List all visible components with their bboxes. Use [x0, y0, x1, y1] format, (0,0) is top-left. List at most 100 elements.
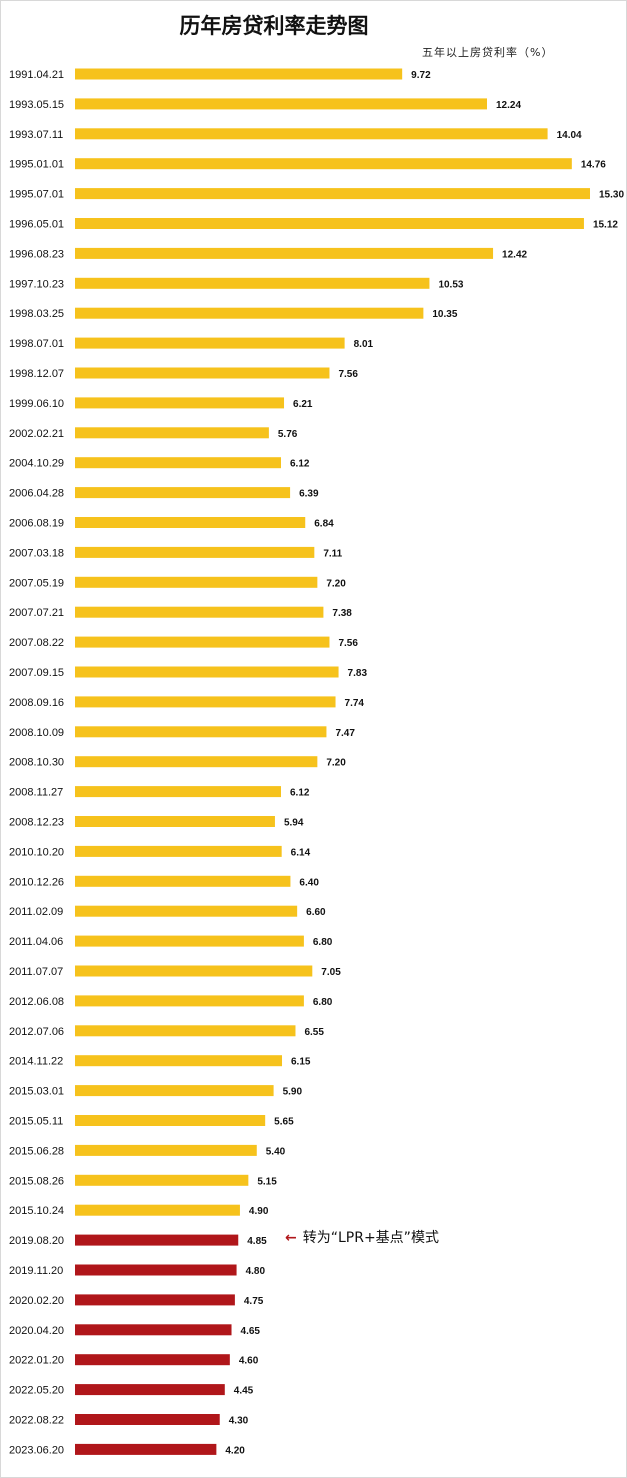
benchmark-rate-bar	[75, 756, 318, 768]
lpr-rate-bar	[75, 1234, 239, 1246]
value-label: 7.56	[338, 369, 358, 380]
benchmark-rate-bar	[75, 816, 275, 827]
value-label: 14.76	[581, 160, 606, 171]
category-label: 2008.10.09	[9, 727, 64, 739]
category-label: 2007.05.19	[9, 577, 64, 589]
category-label: 2011.07.07	[9, 966, 63, 978]
value-label: 14.04	[557, 130, 582, 141]
category-label: 2022.01.20	[9, 1355, 64, 1367]
category-label: 2019.11.20	[9, 1265, 63, 1277]
value-label: 5.90	[283, 1087, 303, 1098]
value-label: 7.20	[326, 758, 346, 769]
category-label: 2008.12.23	[9, 817, 64, 829]
category-label: 2004.10.29	[9, 458, 64, 470]
benchmark-rate-bar	[75, 905, 298, 917]
category-label: 2022.08.22	[9, 1415, 64, 1427]
value-label: 4.45	[234, 1386, 254, 1397]
category-label: 1991.04.21	[9, 69, 64, 81]
benchmark-rate-bar	[75, 1055, 283, 1067]
benchmark-rate-bar	[75, 875, 291, 887]
lpr-rate-bar	[75, 1384, 225, 1396]
value-label: 15.30	[599, 190, 624, 201]
category-label: 2007.03.18	[9, 547, 64, 559]
value-label: 4.80	[246, 1266, 266, 1277]
benchmark-rate-bar	[75, 188, 590, 200]
category-label: 1998.03.25	[9, 308, 64, 320]
category-label: 2007.09.15	[9, 667, 64, 679]
lpr-rate-bar	[75, 1354, 230, 1366]
category-label: 2006.04.28	[9, 488, 64, 500]
category-label: 2010.10.20	[9, 846, 64, 858]
category-label: 2010.12.26	[9, 876, 64, 888]
category-label: 2012.06.08	[9, 996, 64, 1008]
category-label: 2015.08.26	[9, 1175, 64, 1187]
category-label: 2007.07.21	[9, 607, 64, 619]
category-label: 2015.05.11	[9, 1116, 63, 1128]
category-label: 2020.02.20	[9, 1295, 64, 1307]
value-label: 7.11	[323, 548, 342, 559]
benchmark-rate-bar	[75, 247, 494, 259]
benchmark-rate-bar	[75, 1115, 266, 1126]
benchmark-rate-bar	[75, 995, 304, 1007]
value-label: 6.80	[313, 997, 333, 1008]
category-label: 2006.08.19	[9, 518, 64, 530]
value-label: 7.20	[326, 578, 346, 589]
lpr-rate-bar	[75, 1324, 232, 1336]
category-label: 2020.04.20	[9, 1325, 64, 1337]
benchmark-rate-bar	[75, 487, 291, 499]
category-label: 2008.11.27	[9, 787, 63, 799]
lpr-rate-bar	[75, 1443, 217, 1455]
category-label: 2019.08.20	[9, 1235, 64, 1247]
benchmark-rate-bar	[75, 935, 304, 947]
benchmark-rate-bar	[75, 965, 313, 977]
value-label: 7.47	[335, 728, 355, 739]
benchmark-rate-bar	[75, 1025, 296, 1037]
benchmark-rate-bar	[75, 726, 327, 738]
category-label: 1998.12.07	[9, 368, 64, 380]
benchmark-rate-bar	[75, 98, 487, 110]
benchmark-rate-bar	[75, 606, 324, 618]
category-label: 1999.06.10	[9, 398, 64, 410]
value-label: 6.21	[293, 399, 313, 410]
benchmark-rate-bar	[75, 277, 430, 289]
value-label: 7.05	[321, 967, 341, 978]
category-label: 1996.05.01	[9, 219, 64, 231]
category-label: 2008.09.16	[9, 697, 64, 709]
benchmark-rate-bar	[75, 517, 306, 528]
benchmark-rate-bar	[75, 636, 330, 648]
category-label: 1996.08.23	[9, 248, 64, 260]
value-label: 8.01	[354, 339, 374, 350]
chart-title: 历年房贷利率走势图	[179, 14, 369, 38]
category-label: 2022.05.20	[9, 1385, 64, 1397]
category-label: 1995.07.01	[9, 189, 64, 201]
category-label: 2007.08.22	[9, 637, 64, 649]
category-label: 2012.07.06	[9, 1026, 64, 1038]
value-label: 4.30	[229, 1416, 249, 1427]
category-label: 2014.11.22	[9, 1056, 63, 1068]
value-label: 6.55	[304, 1027, 324, 1038]
value-label: 12.24	[496, 100, 521, 111]
value-label: 4.90	[249, 1206, 269, 1217]
category-label: 2023.06.20	[9, 1444, 64, 1456]
left-arrow-icon: ←	[285, 1230, 297, 1246]
category-label: 2011.04.06	[9, 936, 63, 948]
benchmark-rate-bar	[75, 427, 269, 439]
benchmark-rate-bar	[75, 546, 315, 558]
unit-label: 五年以上房贷利率（%）	[422, 46, 554, 59]
value-label: 4.60	[239, 1356, 259, 1367]
benchmark-rate-bar	[75, 158, 572, 170]
lpr-rate-bar	[75, 1264, 237, 1276]
category-label: 1995.01.01	[9, 159, 64, 171]
value-label: 7.83	[348, 668, 368, 679]
category-label: 1993.05.15	[9, 99, 64, 111]
value-label: 10.53	[438, 279, 463, 290]
value-label: 6.39	[299, 489, 319, 500]
benchmark-rate-bar	[75, 1204, 240, 1216]
category-label: 2011.02.09	[9, 906, 63, 918]
value-label: 5.94	[284, 818, 304, 829]
category-label: 1998.07.01	[9, 338, 64, 350]
lpr-rate-bar	[75, 1414, 220, 1425]
category-label: 1997.10.23	[9, 278, 64, 290]
benchmark-rate-bar	[75, 1144, 257, 1156]
